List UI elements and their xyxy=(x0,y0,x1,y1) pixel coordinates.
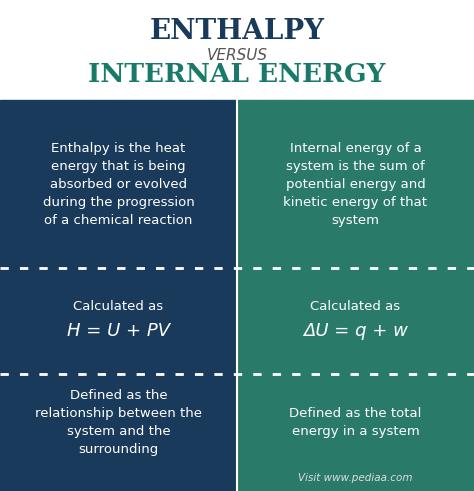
Text: ENTHALPY: ENTHALPY xyxy=(149,18,325,45)
Bar xyxy=(237,268,474,374)
Text: Internal energy of a
system is the sum of
potential energy and
kinetic energy of: Internal energy of a system is the sum o… xyxy=(283,141,428,226)
Bar xyxy=(0,100,237,268)
Bar xyxy=(237,100,474,268)
Text: ΔU = q + w: ΔU = q + w xyxy=(303,322,408,340)
Text: H = U + PV: H = U + PV xyxy=(67,322,170,340)
Text: Enthalpy is the heat
energy that is being
absorbed or evolved
during the progres: Enthalpy is the heat energy that is bein… xyxy=(43,141,194,226)
Text: VERSUS: VERSUS xyxy=(207,48,267,63)
Text: Calculated as: Calculated as xyxy=(73,300,164,313)
Bar xyxy=(0,374,237,491)
Bar xyxy=(0,268,237,374)
Text: Defined as the total
energy in a system: Defined as the total energy in a system xyxy=(289,407,422,438)
Text: Visit www.pediaa.com: Visit www.pediaa.com xyxy=(298,473,413,483)
Text: Calculated as: Calculated as xyxy=(310,300,401,313)
Bar xyxy=(237,374,474,491)
Text: Defined as the
relationship between the
system and the
surrounding: Defined as the relationship between the … xyxy=(35,389,202,456)
Text: INTERNAL ENERGY: INTERNAL ENERGY xyxy=(88,62,386,87)
